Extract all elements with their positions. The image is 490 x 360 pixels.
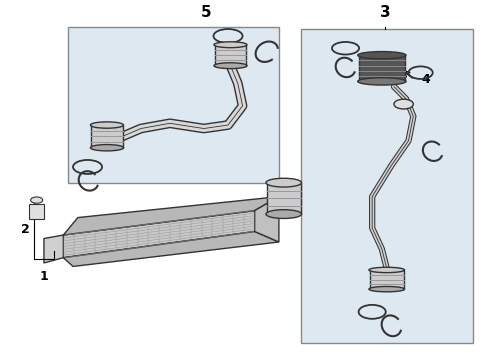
- FancyBboxPatch shape: [301, 29, 473, 343]
- Ellipse shape: [369, 267, 405, 273]
- Polygon shape: [63, 211, 255, 258]
- FancyBboxPatch shape: [68, 27, 279, 183]
- Polygon shape: [63, 231, 279, 266]
- Ellipse shape: [358, 78, 406, 85]
- Polygon shape: [29, 204, 44, 219]
- Polygon shape: [91, 125, 122, 148]
- Text: 4: 4: [422, 73, 431, 86]
- Text: 2: 2: [21, 223, 29, 236]
- Polygon shape: [63, 197, 279, 235]
- Ellipse shape: [214, 42, 247, 48]
- Ellipse shape: [266, 210, 301, 219]
- Ellipse shape: [214, 63, 247, 69]
- Ellipse shape: [90, 122, 123, 128]
- Ellipse shape: [369, 287, 405, 292]
- Ellipse shape: [266, 178, 301, 187]
- Ellipse shape: [90, 145, 123, 151]
- Polygon shape: [215, 45, 246, 66]
- Ellipse shape: [31, 197, 43, 203]
- Polygon shape: [255, 197, 279, 242]
- Polygon shape: [370, 270, 404, 289]
- Text: 3: 3: [380, 5, 391, 20]
- Text: 1: 1: [40, 270, 49, 283]
- Polygon shape: [359, 55, 405, 81]
- Polygon shape: [267, 183, 301, 214]
- Ellipse shape: [394, 99, 414, 109]
- Polygon shape: [44, 235, 63, 263]
- Text: 5: 5: [201, 5, 212, 20]
- Ellipse shape: [358, 51, 406, 59]
